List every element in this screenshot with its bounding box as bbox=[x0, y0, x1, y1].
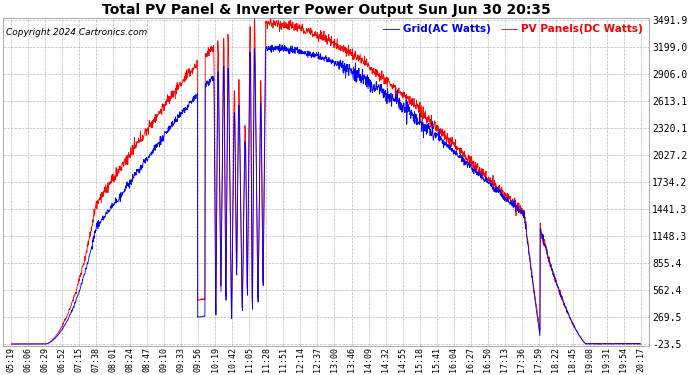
Grid(AC Watts) bbox=[297, 52, 305, 56]
Text: Copyright 2024 Cartronics.com: Copyright 2024 Cartronics.com bbox=[6, 28, 147, 37]
PV Panels(DC Watts) bbox=[250, 15, 259, 20]
PV Panels(DC Watts) bbox=[503, 191, 511, 195]
Grid(AC Watts) bbox=[39, 342, 48, 346]
PV Panels(DC Watts) bbox=[618, 342, 627, 346]
Grid(AC Watts) bbox=[503, 195, 511, 200]
Grid(AC Watts) bbox=[276, 42, 284, 46]
PV Panels(DC Watts) bbox=[7, 342, 15, 346]
Grid(AC Watts) bbox=[7, 342, 15, 346]
Grid(AC Watts) bbox=[618, 341, 627, 346]
Title: Total PV Panel & Inverter Power Output Sun Jun 30 20:35: Total PV Panel & Inverter Power Output S… bbox=[101, 3, 551, 17]
Line: PV Panels(DC Watts): PV Panels(DC Watts) bbox=[11, 18, 641, 344]
Line: Grid(AC Watts): Grid(AC Watts) bbox=[11, 44, 641, 344]
PV Panels(DC Watts) bbox=[297, 28, 305, 33]
Grid(AC Watts) bbox=[637, 342, 645, 346]
PV Panels(DC Watts) bbox=[637, 342, 645, 346]
Grid(AC Watts) bbox=[313, 53, 322, 57]
Grid(AC Watts) bbox=[619, 342, 627, 346]
PV Panels(DC Watts) bbox=[39, 342, 48, 346]
Legend: Grid(AC Watts), PV Panels(DC Watts): Grid(AC Watts), PV Panels(DC Watts) bbox=[379, 20, 647, 38]
PV Panels(DC Watts) bbox=[619, 342, 627, 346]
PV Panels(DC Watts) bbox=[313, 30, 322, 35]
